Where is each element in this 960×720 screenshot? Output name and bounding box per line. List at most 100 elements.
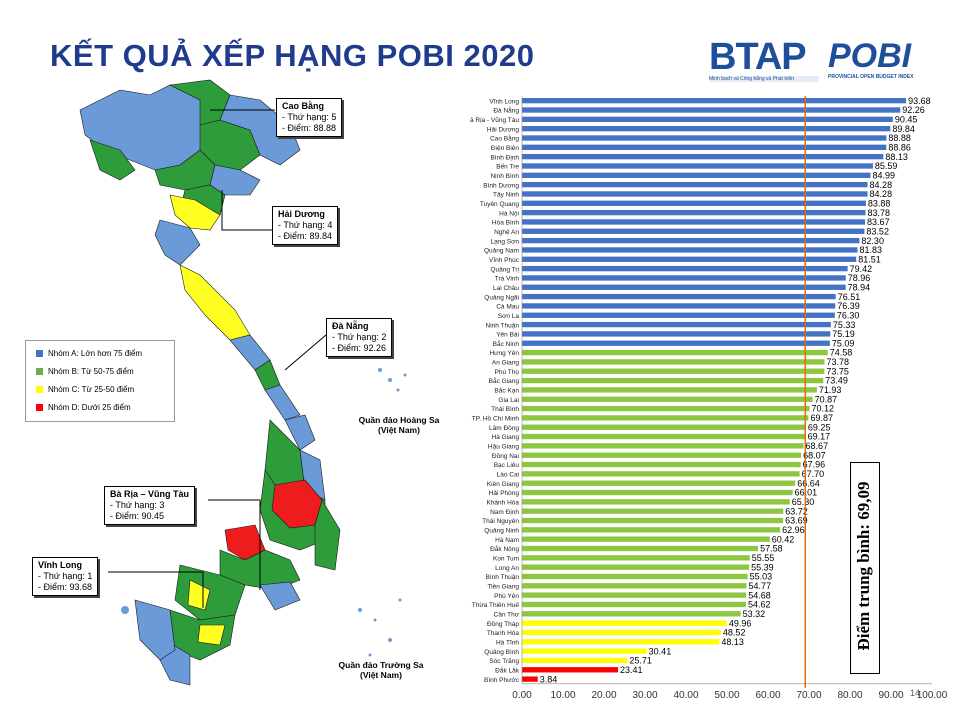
category-label-1: Đà Nẵng [493, 106, 519, 115]
btap-logo-subtitle: Minh bạch và Công bằng và Phát triển [709, 76, 819, 82]
category-label-2: Bà Rịa - Vũng Tàu [470, 117, 519, 124]
category-label-13: Hòa Bình [492, 220, 519, 227]
category-label-33: Thái Bình [491, 406, 519, 413]
value-label-4: 88.88 [888, 133, 911, 143]
bar-33 [522, 405, 810, 412]
value-label-16: 81.83 [860, 245, 883, 255]
category-label-30: Bắc Giang [489, 376, 520, 385]
legend-label-c: Nhóm C: Từ 25-50 điểm [48, 384, 135, 394]
category-label-19: Trà Vinh [495, 276, 520, 283]
callout-vinh-long: Vĩnh Long - Thứ hạng: 1 - Điểm: 93.68 [32, 557, 99, 596]
x-tick-label-2: 20.00 [591, 690, 616, 701]
callout-hai-duong: Hải Dương - Thứ hạng: 4 - Điểm: 89.84 [272, 206, 339, 245]
value-label-41: 66.64 [797, 478, 820, 488]
category-label-27: Hưng Yên [489, 350, 519, 357]
category-label-37: Hậu Giang [488, 444, 519, 451]
bar-52 [522, 583, 747, 589]
legend-item-c: Nhóm C: Từ 25-50 điểm [36, 383, 134, 395]
value-label-25: 75.19 [832, 329, 855, 339]
category-label-55: Cần Thơ [494, 609, 520, 618]
bar-4 [522, 135, 887, 141]
x-tick-label-10: 100.00 [917, 690, 948, 701]
category-label-58: Hà Tĩnh [496, 639, 519, 646]
legend-swatch-b [36, 367, 43, 375]
page-number: 14 [910, 688, 921, 698]
x-tick-label-9: 90.00 [878, 690, 903, 701]
bar-36 [522, 433, 806, 440]
category-label-36: Hà Giang [492, 434, 520, 441]
category-label-24: Ninh Thuận [486, 322, 520, 329]
callout-ba-ria-rank: - Thứ hạng: 3 [110, 500, 165, 510]
island-hoang-sa-2 [388, 378, 392, 382]
value-label-53: 54.68 [748, 590, 771, 600]
bar-20 [522, 284, 846, 290]
x-tick-label-1: 10.00 [550, 690, 575, 701]
category-label-16: Quảng Nam [484, 248, 519, 255]
bar-26 [522, 340, 830, 346]
island-hoang-sa-4 [396, 388, 400, 392]
value-label-58: 48.13 [721, 637, 744, 647]
island-truong-sa-1 [358, 608, 362, 612]
category-label-8: Ninh Bình [490, 173, 519, 180]
category-label-3: Hải Dương [487, 126, 519, 133]
bar-15 [522, 237, 860, 244]
category-label-61: Đắk Lắk [495, 665, 520, 674]
value-label-52: 54.77 [749, 581, 772, 591]
bar-32 [522, 396, 813, 402]
bar-28 [522, 359, 825, 365]
value-label-22: 76.39 [837, 301, 860, 311]
bar-22 [522, 303, 836, 309]
value-label-56: 49.96 [729, 618, 752, 628]
value-label-13: 83.67 [867, 217, 890, 227]
bar-45 [522, 517, 784, 524]
island-truong-sa-3 [388, 638, 392, 642]
category-label-9: Bình Dương [483, 182, 519, 189]
connector-vinh-long [108, 571, 204, 608]
category-label-14: Nghệ An [494, 229, 519, 236]
value-label-28: 73.78 [826, 357, 849, 367]
category-label-6: Bình Định [490, 154, 519, 161]
value-label-47: 60.42 [772, 534, 795, 544]
bar-39 [522, 461, 801, 468]
value-label-32: 70.87 [815, 394, 838, 404]
category-label-29: Phú Thọ [495, 369, 520, 376]
bar-25 [522, 331, 831, 337]
bar-54 [522, 601, 746, 608]
average-label-box [850, 462, 880, 674]
value-label-37: 68.67 [806, 441, 829, 451]
bar-59 [522, 648, 647, 654]
category-label-34: TP. Hồ Chí Minh [472, 414, 520, 423]
bar-55 [522, 611, 741, 617]
category-label-43: Khánh Hòa [486, 500, 519, 507]
callout-hai-duong-score: - Điểm: 89.84 [278, 231, 333, 241]
value-label-62: 3.84 [540, 674, 558, 684]
value-label-43: 65.30 [792, 497, 815, 507]
vietnam-map [79, 79, 407, 686]
bar-47 [522, 536, 770, 542]
label-truong-sa: Quần đảo Trường Sa (Việt Nam) [338, 660, 424, 680]
value-label-55: 53.32 [743, 609, 766, 619]
map-region-central-blue-3 [284, 414, 316, 451]
bar-5 [522, 144, 887, 150]
category-label-18: Quảng Trị [490, 266, 519, 273]
bar-60 [522, 657, 628, 664]
category-label-48: Đắk Nông [490, 544, 519, 553]
bar-29 [522, 368, 825, 374]
map-region-yellow-north [169, 194, 221, 231]
value-label-45: 63.69 [785, 516, 808, 526]
bar-41 [522, 480, 796, 486]
value-label-49: 55.55 [752, 553, 775, 563]
callout-hai-duong-rank: - Thứ hạng: 4 [278, 220, 333, 230]
category-label-41: Kiên Giang [487, 481, 520, 488]
value-label-14: 83.52 [866, 226, 889, 236]
island-truong-sa-5 [398, 598, 402, 602]
legend-item-a: Nhóm A: Lớn hơn 75 điểm [36, 347, 142, 359]
legend-label-b: Nhóm B: Từ 50-75 điểm [48, 366, 134, 376]
bar-21 [522, 293, 836, 300]
bar-40 [522, 471, 800, 477]
bar-19 [522, 275, 846, 281]
value-label-38: 68.07 [803, 450, 826, 460]
bar-53 [522, 592, 747, 598]
bar-24 [522, 321, 831, 328]
bar-61 [522, 667, 618, 673]
